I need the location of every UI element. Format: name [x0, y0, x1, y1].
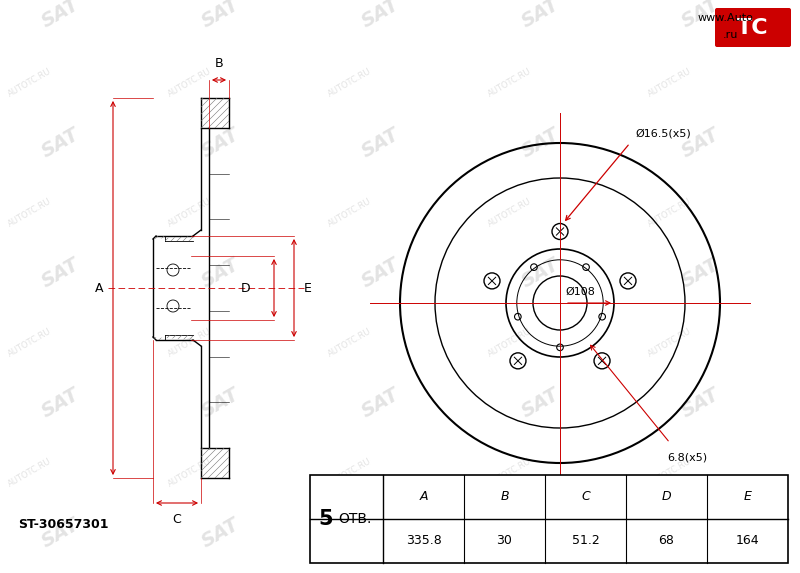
Text: SAT: SAT	[678, 384, 722, 421]
Text: 164: 164	[736, 535, 759, 547]
Text: SAT: SAT	[518, 515, 562, 551]
Text: 5: 5	[318, 509, 333, 529]
Text: SAT: SAT	[358, 254, 402, 291]
Text: AUTOTC.RU: AUTOTC.RU	[6, 457, 54, 489]
Text: SAT: SAT	[198, 125, 242, 162]
Text: AUTOTC.RU: AUTOTC.RU	[486, 457, 534, 489]
Text: AUTOTC.RU: AUTOTC.RU	[646, 327, 694, 359]
Text: B: B	[500, 490, 509, 504]
Text: SAT: SAT	[358, 515, 402, 551]
Text: AUTOTC.RU: AUTOTC.RU	[166, 197, 214, 229]
Text: www.Auto: www.Auto	[698, 13, 754, 23]
Text: E: E	[304, 281, 312, 295]
Text: SAT: SAT	[518, 384, 562, 421]
Text: C: C	[581, 490, 590, 504]
Text: AUTOTC.RU: AUTOTC.RU	[486, 67, 534, 99]
Text: AUTOTC.RU: AUTOTC.RU	[646, 67, 694, 99]
Text: SAT: SAT	[38, 0, 82, 32]
Text: 335.8: 335.8	[406, 535, 442, 547]
Text: SAT: SAT	[678, 0, 722, 32]
Text: C: C	[173, 513, 182, 526]
Bar	[310, 475, 788, 563]
Text: AUTOTC.RU: AUTOTC.RU	[6, 197, 54, 229]
Text: SAT: SAT	[38, 384, 82, 421]
Text: D: D	[662, 490, 671, 504]
Text: SAT: SAT	[198, 384, 242, 421]
FancyBboxPatch shape	[715, 8, 791, 47]
Text: AUTOTC.RU: AUTOTC.RU	[326, 457, 374, 489]
Text: SAT: SAT	[358, 0, 402, 32]
Text: AUTOTC.RU: AUTOTC.RU	[166, 327, 214, 359]
Text: SAT: SAT	[518, 254, 562, 291]
Text: SAT: SAT	[198, 515, 242, 551]
Text: E: E	[743, 490, 751, 504]
Text: B: B	[214, 57, 223, 70]
Text: AUTOTC.RU: AUTOTC.RU	[486, 197, 534, 229]
Text: SAT: SAT	[38, 125, 82, 162]
Text: SAT: SAT	[38, 254, 82, 291]
Text: ОТВ.: ОТВ.	[338, 512, 371, 526]
Text: SAT: SAT	[518, 125, 562, 162]
Text: AUTOTC.RU: AUTOTC.RU	[486, 327, 534, 359]
Text: SAT: SAT	[358, 125, 402, 162]
Text: ST-30657301: ST-30657301	[18, 517, 109, 531]
Text: AUTOTC.RU: AUTOTC.RU	[326, 327, 374, 359]
Text: SAT: SAT	[678, 125, 722, 162]
Text: SAT: SAT	[38, 515, 82, 551]
Text: 51.2: 51.2	[572, 535, 599, 547]
Text: TC: TC	[737, 18, 769, 38]
Text: AUTOTC.RU: AUTOTC.RU	[646, 457, 694, 489]
Text: SAT: SAT	[678, 515, 722, 551]
Text: AUTOTC.RU: AUTOTC.RU	[326, 67, 374, 99]
Text: SAT: SAT	[518, 0, 562, 32]
Text: 30: 30	[497, 535, 513, 547]
Text: Ø16.5(x5): Ø16.5(x5)	[635, 128, 690, 138]
Text: .ru: .ru	[723, 30, 738, 40]
Text: SAT: SAT	[198, 254, 242, 291]
Text: AUTOTC.RU: AUTOTC.RU	[326, 197, 374, 229]
Text: D: D	[241, 281, 251, 295]
Text: AUTOTC.RU: AUTOTC.RU	[166, 67, 214, 99]
Text: AUTOTC.RU: AUTOTC.RU	[646, 197, 694, 229]
Text: A: A	[419, 490, 428, 504]
Text: AUTOTC.RU: AUTOTC.RU	[166, 457, 214, 489]
Text: AUTOTC.RU: AUTOTC.RU	[6, 327, 54, 359]
Text: A: A	[94, 281, 103, 295]
Text: SAT: SAT	[198, 0, 242, 32]
Text: AUTOTC.RU: AUTOTC.RU	[6, 67, 54, 99]
Text: 68: 68	[658, 535, 674, 547]
Text: Ø108: Ø108	[565, 287, 595, 297]
Text: SAT: SAT	[678, 254, 722, 291]
Text: 6.8(x5): 6.8(x5)	[667, 453, 707, 463]
Text: SAT: SAT	[358, 384, 402, 421]
